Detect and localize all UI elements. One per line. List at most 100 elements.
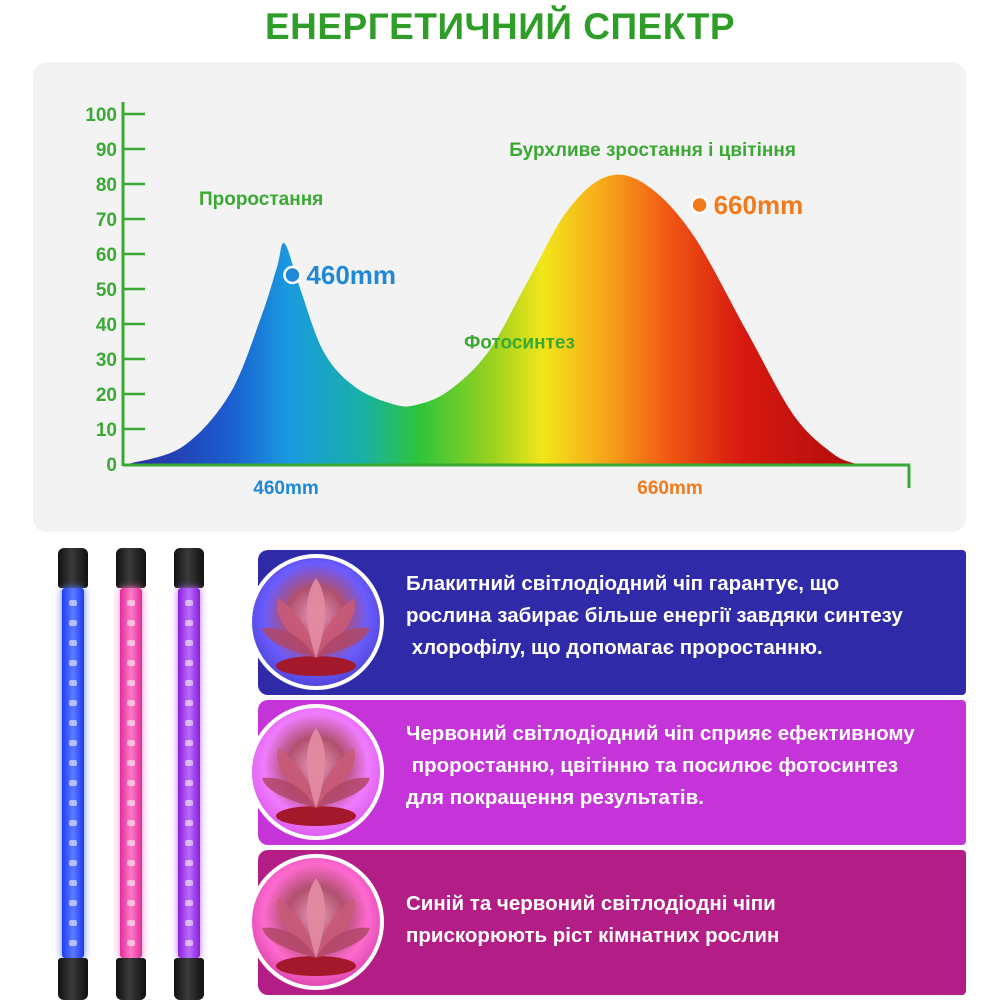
plant-icon [262,878,370,976]
led-dot [69,640,77,646]
grow-lamp-tube [174,548,204,1000]
plant-icon [262,578,370,676]
led-dot [185,680,193,686]
led-dot [185,640,193,646]
y-tick-label: 100 [85,105,117,126]
lamp-cap-bottom [58,958,88,1000]
lamp-cap-top [174,548,204,588]
led-dot [127,880,135,886]
led-dot [185,860,193,866]
led-dot [69,760,77,766]
card-text-line: Блакитний світлодіодний чіп гарантує, що [406,572,840,595]
lamp-cap-bottom [174,958,204,1000]
led-dot [185,900,193,906]
led-dot [127,840,135,846]
feature-card: Блакитний світлодіодний чіп гарантує, що… [248,550,966,695]
led-dot [127,700,135,706]
chart-annotation: Фотосинтез [464,333,575,354]
peak-label: 660mm [714,190,804,220]
plant-photo [248,854,384,990]
y-tick-label: 0 [106,455,117,476]
led-dot [185,760,193,766]
card-text-line: для покращення результатів. [406,786,704,809]
led-dot [127,820,135,826]
lamp-light-strip [178,588,200,958]
lamp-light-strip [62,588,84,958]
led-dot [69,860,77,866]
led-dot [127,780,135,786]
grow-lamp-tube [116,548,146,1000]
led-dot [69,800,77,806]
plant-photo [248,554,384,690]
y-tick-label: 40 [96,315,117,336]
led-dot [185,700,193,706]
card-description: Блакитний світлодіодний чіп гарантує, що… [406,568,966,664]
led-dot [127,640,135,646]
led-dot [127,620,135,626]
led-dot [185,660,193,666]
led-dot [185,880,193,886]
led-dot [185,940,193,946]
led-dot [185,720,193,726]
feature-card: Синій та червоний світлодіодні чіпи приск… [248,850,966,995]
spectrum-chart-panel: 0 10 20 30 40 50 60 70 80 90 100 460mm 660mm 460mm 66… [33,62,966,532]
x-tick-label: 660mm [637,478,703,499]
y-tick-label: 10 [96,420,117,441]
led-dot [69,880,77,886]
led-dot [69,660,77,666]
led-dot [127,680,135,686]
led-dot [69,600,77,606]
card-text-line: проростанню, цвітінню та посилює фотосин… [406,754,899,777]
lamp-cap-top [58,548,88,588]
y-tick-label: 20 [96,385,117,406]
led-dot [69,740,77,746]
peak-marker [283,265,302,285]
lamp-light-strip [120,588,142,958]
card-description: Синій та червоний світлодіодні чіпи приск… [406,888,966,952]
led-dot [185,620,193,626]
led-dot [69,820,77,826]
spectrum-chart: 0 10 20 30 40 50 60 70 80 90 100 460mm 660mm 460mm 66… [85,102,911,499]
chart-annotation: Проростання [199,189,323,210]
led-dot [127,800,135,806]
feature-card: Червоний світлодіодний чіп сприяє ефекти… [248,700,966,845]
led-dot [185,840,193,846]
led-dot [69,620,77,626]
led-dot [127,720,135,726]
card-description: Червоний світлодіодний чіп сприяє ефекти… [406,718,966,814]
card-text-line: Синій та червоний світлодіодні чіпи [406,892,776,915]
plant-icon [262,728,370,826]
led-dot [69,680,77,686]
plant-photo [248,704,384,840]
led-dot [69,780,77,786]
chart-annotation: Бурхливе зростання і цвітіння [509,140,796,161]
y-tick-label: 30 [96,350,117,371]
led-dot [69,900,77,906]
y-tick-label: 60 [96,245,117,266]
led-dot [127,920,135,926]
led-dot [127,940,135,946]
card-text-line: рослина забирає більше енергії завдяки с… [406,604,903,627]
led-dot [127,660,135,666]
led-dot [69,840,77,846]
led-dot [69,920,77,926]
led-dot [185,600,193,606]
card-text-line: Червоний світлодіодний чіп сприяє ефекти… [406,722,915,745]
led-dot [127,740,135,746]
lamp-cap-bottom [116,958,146,1000]
led-dot [185,820,193,826]
x-tick-label: 460mm [253,478,319,499]
y-tick-label: 90 [96,140,117,161]
led-dot [185,920,193,926]
y-tick-label: 80 [96,175,117,196]
page-title: ЕНЕРГЕТИЧНИЙ СПЕКТР [264,6,736,47]
card-text-line: прискорюють ріст кімнатних рослин [406,924,780,947]
led-dot [185,740,193,746]
bottom-section: Блакитний світлодіодний чіп гарантує, що… [33,548,966,1000]
led-dot [69,700,77,706]
led-dot [185,780,193,786]
peak-marker [690,195,709,215]
led-dot [69,940,77,946]
led-dot [127,760,135,766]
peak-label: 460mm [306,260,396,290]
